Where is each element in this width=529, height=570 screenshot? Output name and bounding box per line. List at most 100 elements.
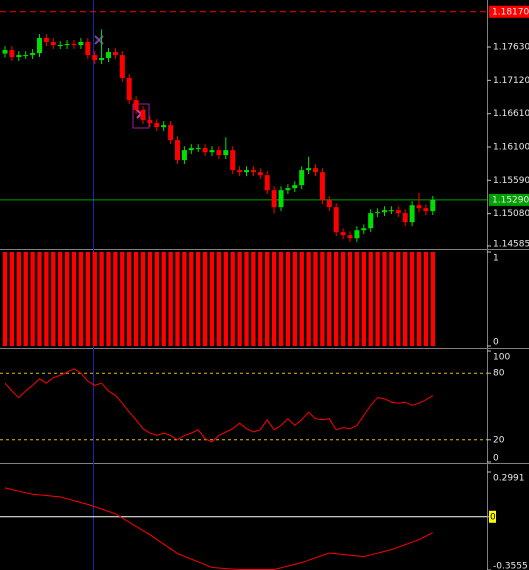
bar (216, 252, 222, 346)
y-tick-label: 1.14585 (493, 240, 529, 250)
bar (71, 252, 77, 346)
price-label: 1.15290 (492, 195, 529, 205)
y-tick-label: 1.17630 (493, 43, 529, 53)
bar (23, 252, 28, 346)
candle-body (382, 210, 387, 213)
price-label: 1.18170 (492, 7, 529, 17)
bar (354, 252, 360, 346)
bar (175, 252, 180, 346)
candle-body (43, 38, 49, 43)
bar (99, 252, 104, 346)
candle-body (154, 123, 160, 128)
candle-body (9, 50, 15, 58)
trade-marker-box (132, 103, 150, 129)
y-tick-label: 0 (493, 454, 499, 464)
candle-body (140, 110, 146, 121)
bar (189, 252, 194, 346)
bar (409, 252, 415, 346)
candle-body (395, 210, 401, 214)
candle-body (292, 185, 298, 189)
bar (340, 252, 346, 346)
y-tick-label: 0 (493, 338, 499, 348)
candle-body (409, 205, 415, 223)
candle-body (85, 42, 91, 56)
candle-body (71, 44, 77, 46)
bar (37, 252, 42, 346)
bar (334, 252, 339, 346)
y-tick-label: 20 (493, 435, 505, 445)
bar (416, 252, 422, 346)
bar (154, 252, 159, 346)
candle-body (250, 170, 256, 173)
bar (265, 252, 270, 346)
y-tick-label: 0.00 (490, 512, 510, 522)
candle-body (126, 78, 132, 101)
candle-body (78, 42, 84, 46)
candle-body (333, 207, 339, 233)
bar (327, 252, 332, 346)
candle-body (106, 52, 111, 59)
bar (127, 252, 132, 346)
bar (140, 252, 146, 346)
y-tick-label: 100 (493, 353, 510, 363)
bar (182, 252, 187, 346)
bar (202, 252, 208, 346)
candle-body (195, 148, 201, 150)
bar (223, 252, 228, 346)
bar (361, 252, 366, 346)
candle-body (368, 213, 374, 229)
candle-body (230, 150, 236, 171)
y-tick-label: -0.3555 (493, 562, 528, 570)
candle-body (2, 50, 8, 54)
candle-body (202, 148, 208, 153)
bar (292, 252, 297, 346)
candle-body (354, 230, 360, 239)
bar (396, 252, 401, 346)
indicator-line (4, 368, 434, 443)
bar (251, 252, 256, 346)
candle-body (278, 190, 284, 208)
candle-body (209, 150, 215, 153)
candle-body (430, 199, 436, 212)
bar (44, 252, 49, 346)
candle-body (285, 188, 291, 191)
bar (389, 252, 394, 346)
bar (271, 252, 277, 346)
price-label-box (489, 193, 529, 206)
candle-body (375, 212, 381, 214)
bar (258, 252, 263, 346)
candle-body (319, 172, 325, 201)
bar (347, 252, 353, 346)
tick-label-box (489, 510, 496, 523)
candle-body (119, 55, 125, 79)
candle-body (244, 170, 249, 173)
candle-body (92, 55, 98, 61)
y-tick-label: 1 (493, 254, 499, 264)
bar (58, 252, 63, 346)
candle-body (50, 42, 56, 46)
y-tick-label: 1.15590 (493, 176, 529, 186)
bar (313, 252, 318, 346)
bar (306, 252, 311, 346)
y-tick-label: 80 (493, 369, 505, 379)
candle-body (57, 45, 63, 47)
candle-body (264, 175, 270, 191)
bar (244, 252, 249, 346)
bar (403, 252, 408, 346)
candle-body (306, 168, 312, 171)
bar (278, 252, 284, 346)
bar (120, 252, 125, 346)
bar (2, 252, 8, 346)
candle-body (37, 38, 42, 54)
bar (375, 252, 380, 346)
candle-body (271, 190, 277, 208)
price-label-box (489, 5, 529, 18)
bar (9, 252, 15, 346)
candle-body (347, 235, 353, 239)
bar (106, 252, 111, 346)
candle-body (216, 150, 222, 156)
candle-body (16, 55, 22, 58)
candle-body (416, 205, 422, 209)
